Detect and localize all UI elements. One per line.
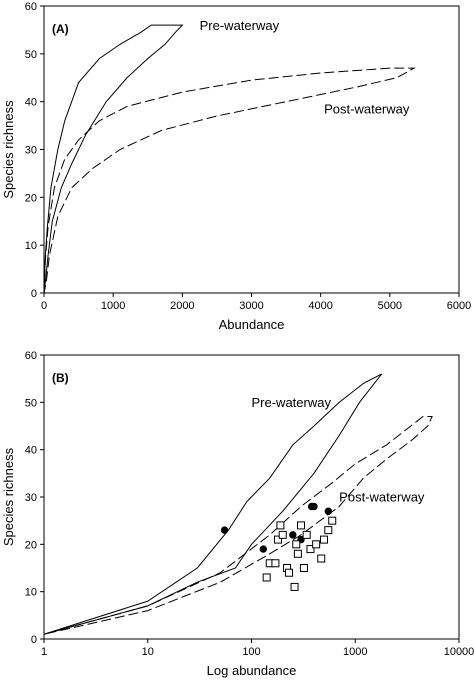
panel-b: 1 10 100 1000 10000 0 10 20 30 40 50 60 (B) Log abu… [1, 350, 474, 678]
panel-b-y-label: Species richness [1, 447, 16, 546]
panel-b-point-open-19 [328, 516, 337, 525]
panel-b-x-tick-label-1: 10 [142, 646, 154, 658]
panel-b-y-tick-label-6: 60 [25, 350, 37, 362]
panel-b-point-open-7 [285, 568, 294, 577]
panel-b-x-tick-label-2: 100 [242, 646, 260, 658]
panel-a-series-0-envelope [43, 24, 184, 294]
panel-a-x-tick-label-6: 6000 [447, 300, 471, 312]
panel-b-y-tick-label-4: 40 [25, 445, 37, 457]
panel-b-x-tick-label-3: 1000 [343, 646, 367, 658]
panel-b-point-filled-2 [289, 531, 297, 539]
panel-b-x-tick-label-4: 10000 [444, 646, 474, 658]
panel-b-point-open-11 [297, 521, 305, 530]
panel-a-annotation-pre-waterway: Pre-waterway [200, 18, 280, 33]
panel-a-series-1-envelope [43, 67, 416, 294]
panel-b-y-tick-label-3: 30 [25, 492, 37, 504]
panel-b-series-1-envelope [43, 416, 433, 635]
panel-b-point-filled-0 [220, 526, 229, 534]
panel-b-point-open-0 [262, 573, 271, 582]
panel-a-label: (A) [52, 22, 69, 36]
panel-b-point-open-8 [290, 582, 299, 591]
panel-b-annotation-post-waterway: Post-waterway [339, 490, 425, 505]
panel-b-point-filled-5 [310, 502, 318, 511]
panel-a-annotation-post-waterway: Post-waterway [324, 102, 410, 117]
panel-a-x-tick-label-1: 1000 [101, 300, 125, 312]
panel-a-plot-frame [43, 5, 460, 294]
panel-b-series-0-envelope [43, 373, 383, 635]
panel-a-x-tick-label-4: 4000 [308, 300, 332, 312]
panel-b-point-open-15 [312, 540, 321, 549]
panel-a-y-label: Species richness [1, 100, 16, 199]
panel-b-point-open-13 [302, 530, 311, 539]
panel-b-point-open-16 [317, 554, 326, 563]
panel-a-x-tick-label-0: 0 [41, 300, 47, 312]
panel-b-point-open-14 [306, 545, 315, 554]
panel-b-annotation-pre-waterway: Pre-waterway [252, 395, 332, 410]
panel-a-x-tick-label-5: 5000 [378, 300, 402, 312]
panel-b-y-tick-label-1: 10 [25, 587, 37, 599]
panel-b-point-filled-6 [324, 507, 333, 515]
panel-a-y-tick-label-2: 20 [25, 192, 37, 204]
panel-b-ticks: 1 10 100 1000 10000 0 10 20 30 40 50 60 [25, 350, 474, 658]
panel-b-label: (B) [52, 371, 69, 385]
panel-a-y-tick-label-5: 50 [25, 49, 37, 61]
panel-a-y-tick-label-0: 0 [31, 288, 37, 300]
panel-a-curves [43, 24, 416, 294]
panel-b-point-filled-1 [259, 545, 268, 553]
panel-b-point-open-4 [276, 521, 285, 530]
panel-a-x-tick-label-3: 3000 [239, 300, 263, 312]
panel-b-y-tick-label-0: 0 [31, 634, 37, 646]
panel-a-ticks: 0 1000 2000 3000 4000 5000 6000 0 10 20 30 40 50 60 [25, 1, 471, 312]
panel-b-point-open-2 [271, 559, 280, 568]
panel-b-point-open-18 [324, 526, 333, 535]
panel-a-x-label: Abundance [219, 317, 285, 332]
panel-a: 0 1000 2000 3000 4000 5000 6000 0 10 20 30 40 50 60 (… [1, 1, 471, 332]
panel-b-y-tick-label-5: 50 [25, 397, 37, 409]
panel-b-curves [43, 373, 433, 635]
panel-b-point-open-10 [293, 549, 302, 558]
panel-a-y-tick-label-6: 60 [25, 1, 37, 13]
panel-a-x-tick-label-2: 2000 [170, 300, 194, 312]
panel-a-y-tick-label-4: 40 [25, 97, 37, 109]
panel-b-point-open-17 [320, 535, 329, 544]
panel-b-point-open-5 [278, 530, 287, 539]
panel-b-x-label: Log abundance [207, 663, 297, 678]
panel-b-x-tick-label-0: 1 [41, 646, 47, 658]
panel-b-point-open-3 [273, 535, 282, 544]
panel-b-markers [220, 502, 337, 591]
panel-b-y-tick-label-2: 20 [25, 539, 37, 551]
panel-b-point-open-9 [292, 540, 301, 549]
panel-b-point-open-12 [299, 564, 308, 572]
panel-a-y-tick-label-1: 10 [25, 240, 37, 252]
panel-a-y-tick-label-3: 30 [25, 145, 37, 157]
